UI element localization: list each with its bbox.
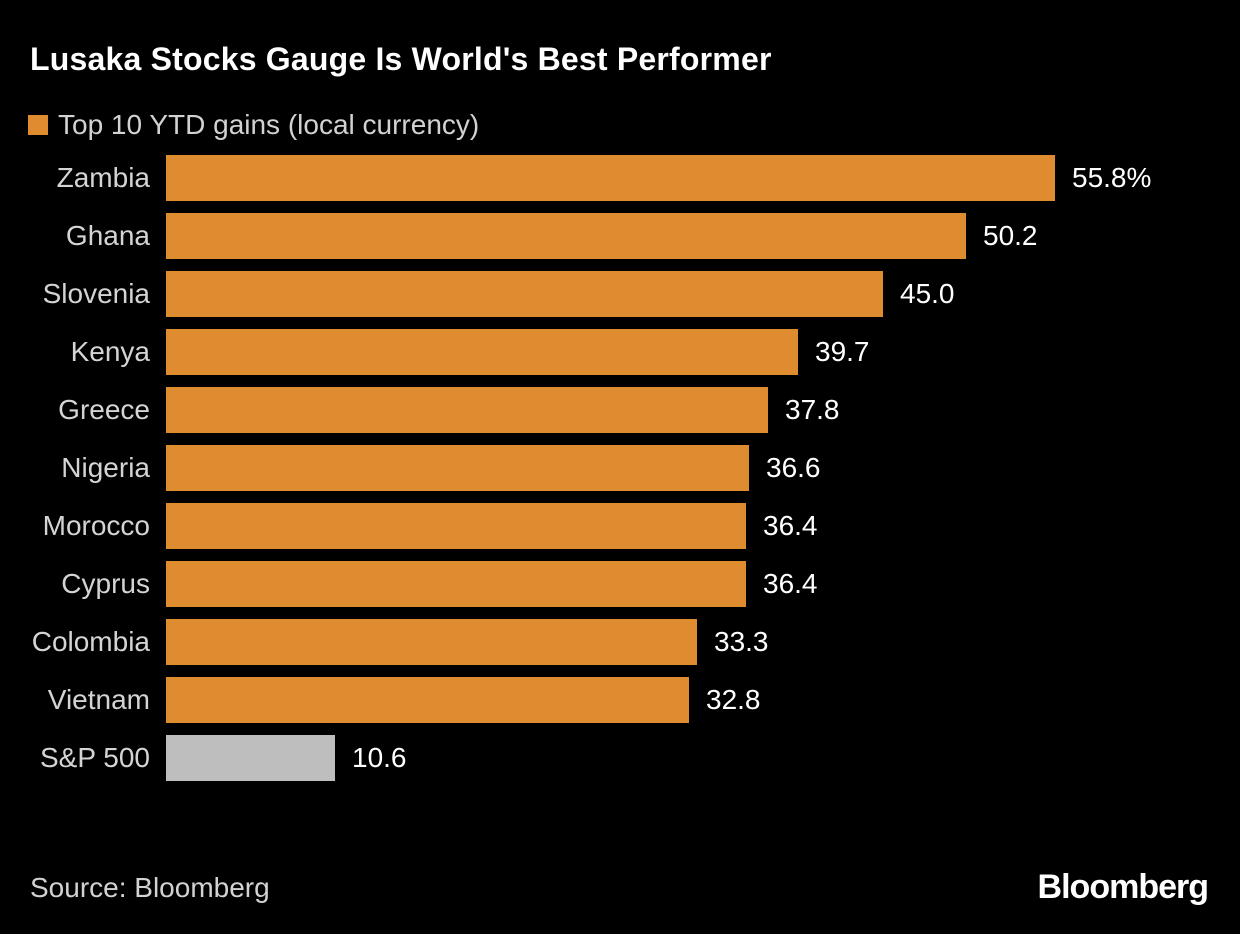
chart-row: S&P 500 10.6 [0,735,1240,781]
value-label: 55.8% [1072,162,1152,193]
value-label: 45.0 [900,278,955,309]
category-label: Slovenia [42,278,150,309]
category-label: Colombia [31,626,150,657]
value-label: 36.4 [763,510,818,541]
value-label: 33.3 [714,626,769,657]
chart-row: Nigeria 36.6 [0,445,1240,491]
value-label: 10.6 [352,742,407,773]
value-label: 36.6 [766,452,821,483]
value-label: 39.7 [815,336,870,367]
category-label: Cyprus [61,568,150,599]
bar [166,271,883,317]
bar [166,619,697,665]
category-label: S&P 500 [39,742,150,773]
chart-row: Zambia 55.8% [0,155,1240,201]
bar [166,503,746,549]
category-label: Zambia [56,162,150,193]
chart-row: Ghana 50.2 [0,213,1240,259]
bar [166,677,689,723]
category-label: Vietnam [47,684,150,715]
chart-row: Cyprus 36.4 [0,561,1240,607]
legend: Top 10 YTD gains (local currency) [28,109,480,140]
category-label: Ghana [65,220,150,251]
value-label: 50.2 [983,220,1038,251]
chart-title: Lusaka Stocks Gauge Is World's Best Perf… [30,41,772,77]
value-label: 36.4 [763,568,818,599]
legend-label: Top 10 YTD gains (local currency) [58,109,480,140]
bar [166,445,749,491]
bar [166,213,966,259]
benchmark-bar [166,735,335,781]
value-label: 32.8 [706,684,761,715]
bloomberg-logo: Bloomberg [1037,868,1209,906]
chart-row: Kenya 39.7 [0,329,1240,375]
bar [166,387,768,433]
chart-row: Colombia 33.3 [0,619,1240,665]
bar [166,329,798,375]
value-label: 37.8 [785,394,840,425]
chart-row: Greece 37.8 [0,387,1240,433]
chart-row: Vietnam 32.8 [0,677,1240,723]
legend-swatch-icon [28,115,48,135]
category-label: Nigeria [61,452,150,483]
chart-row: Slovenia 45.0 [0,271,1240,317]
category-label: Kenya [70,336,150,367]
category-label: Greece [58,394,150,425]
category-label: Morocco [42,510,150,541]
bar [166,155,1055,201]
source-credit: Source: Bloomberg [30,872,270,903]
bar-chart: Zambia 55.8% Ghana 50.2 Slovenia 45.0 Kenya 39.… [0,155,1240,793]
chart-row: Morocco 36.4 [0,503,1240,549]
bar [166,561,746,607]
